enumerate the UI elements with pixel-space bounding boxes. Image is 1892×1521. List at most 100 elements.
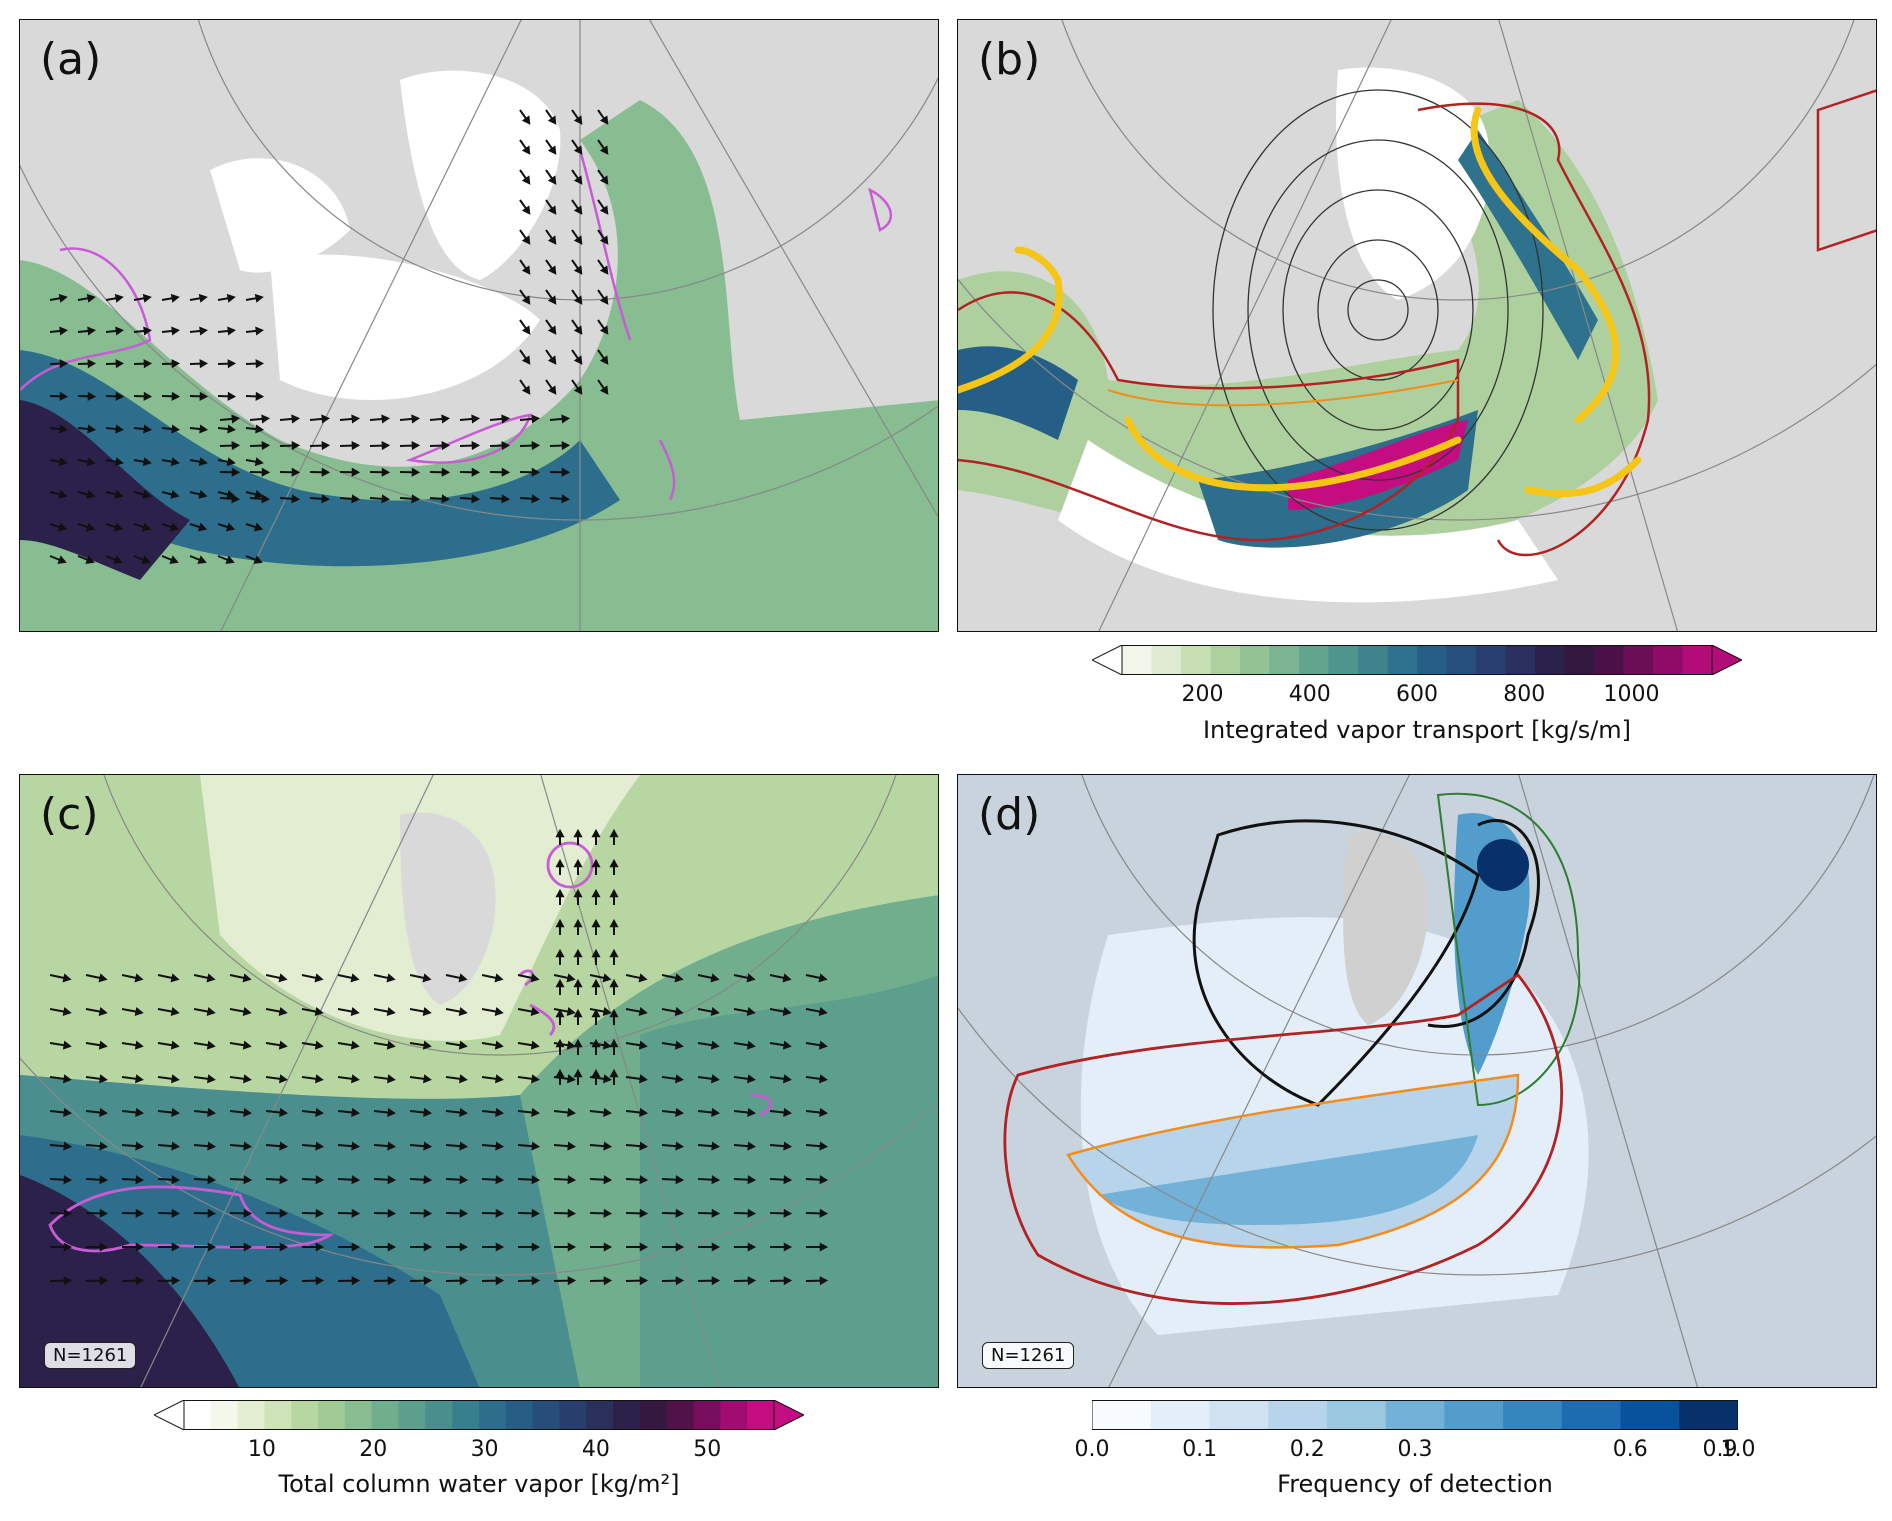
wind-arrow-head [747,1107,756,1117]
wind-arrow-head [711,1107,720,1117]
colorbar-tick-label: 400 [1288,682,1331,707]
map-c [20,775,938,1387]
wind-arrow-head [675,1141,685,1151]
wind-arrow-head [99,1107,108,1117]
wind-arrow-head [561,467,571,477]
colorbar-bin [452,1400,480,1430]
wind-arrow-head [567,1276,577,1286]
tcwv-east-c [640,975,938,1387]
wind-arrow-head [169,522,180,532]
colorbar-bin [666,1400,695,1430]
wind-arrow-head [227,326,236,336]
wind-arrow-head [423,1074,432,1084]
wind-arrow-head [609,1008,619,1018]
wind-arrow-head [521,265,531,275]
wind-arrow-head [495,1208,505,1218]
wind-arrow-head [98,1007,108,1016]
wind-arrows-a [49,109,609,564]
wind-arrow-head [638,1040,648,1050]
wind-arrow-head [423,1141,433,1151]
wind-arrow-head [242,1007,252,1016]
wind-arrow-head [459,1276,469,1286]
wind-arrow-head [711,1242,721,1252]
wind-arrow-head [639,1242,649,1252]
wind-arrow-head [63,1242,73,1252]
wind-arrow-head [639,1175,649,1185]
wind-arrow-head [351,1107,360,1117]
wind-arrow-head [199,359,209,369]
wind-arrow-head [783,1208,793,1218]
wind-arrow-head [254,293,264,303]
wind-arrow-head [747,1208,757,1218]
wind-arrow-head [521,235,531,245]
ivt-core-west-b [958,346,1078,440]
wind-arrow-head [227,359,237,369]
pressure-contours-b [1212,89,1544,531]
wind-arrow-head [315,1141,325,1151]
wind-arrow-head [675,1242,685,1252]
wind-arrow-head [242,1040,252,1050]
wind-arrow-head [143,424,152,434]
wind-arrow-head [171,424,180,434]
colorbar-bin [1269,645,1300,675]
wind-arrow-head [521,325,531,335]
wind-arrow-head [783,1074,792,1084]
wind-arrow-head [57,555,67,564]
wind-arrow-head [573,948,583,958]
wind-arrow-head [170,293,180,303]
wind-arrow-head [135,1175,145,1185]
wind-arrow-head [171,1141,181,1151]
wind-arrow-head [387,1107,396,1117]
wind-arrow-head [494,1040,504,1050]
greenland-c [400,812,496,1005]
wind-arrow-head [531,494,541,504]
wind-arrow-head [561,494,571,504]
wind-arrow-head [291,414,301,424]
wind-arrow-head [207,1208,217,1218]
wind-arrow-head [206,1040,216,1050]
wind-arrow-head [599,205,609,215]
wind-arrow-head [638,973,648,983]
wind-arrow-head [135,1276,145,1286]
wind-arrow-head [321,494,331,504]
wind-arrow-head [602,1040,612,1050]
wind-arrow-head [747,1074,756,1084]
wind-arrow-head [555,918,565,928]
wind-arrow-head [573,1008,583,1018]
wind-arrow-head [226,293,236,303]
colorbar-bin [1210,645,1241,675]
wind-arrow-head [170,973,180,983]
wind-arrow-head [321,414,331,424]
wind-arrow-head [59,391,69,401]
wind-arrow-head [381,467,391,477]
wind-arrow-head [573,115,583,125]
panel-label: (d) [978,789,1041,840]
wind-arrow-head [783,1141,793,1151]
wind-arrow-head [441,414,451,424]
wind-arrow-head [63,1208,73,1218]
colorbar-bin [1151,645,1182,675]
wind-arrow-head [555,858,565,868]
wind-arrow-head [350,1007,360,1016]
colorbar-bin [1505,645,1536,675]
wind-arrow-head [782,1040,792,1050]
wind-arrow-head [99,1175,109,1185]
wind-arrow-head [143,391,153,401]
wind-arrow-head [142,457,152,467]
wind-arrow-head [99,1208,109,1218]
wind-arrow-head [458,973,468,983]
wind-arrow-head [170,457,180,467]
wind-arrow-head [531,441,541,451]
freq-colorbar-label: Frequency of detection [1277,1470,1553,1498]
wind-arrow-head [566,1040,576,1050]
wind-arrow-head [381,494,391,504]
wind-arrow-head [350,1040,360,1050]
panel-c: (c) N=1261 [19,774,939,1388]
wind-arrow-head [547,265,557,275]
colorbar-tick-label: 50 [693,1437,722,1462]
colorbar-bin [1181,645,1211,675]
wind-arrow-head [227,391,237,401]
wind-arrow-head [531,1107,540,1117]
wind-arrow-head [591,1038,601,1048]
wind-arrow-head [422,1007,432,1016]
